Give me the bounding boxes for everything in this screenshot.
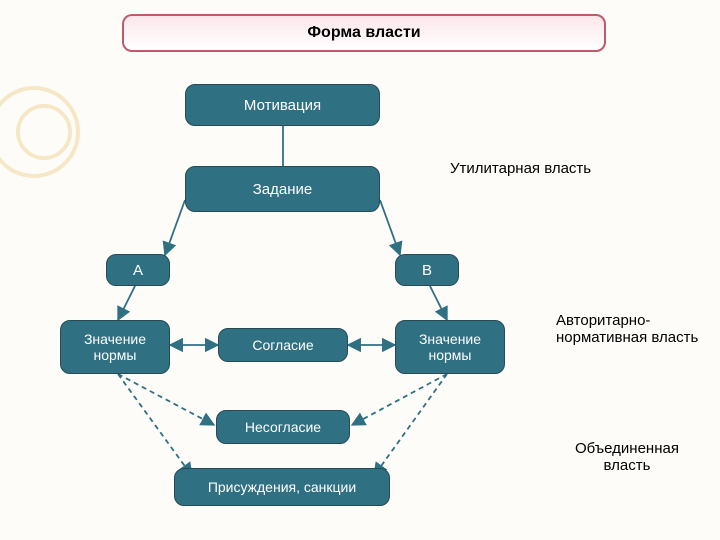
node-task: Задание xyxy=(185,166,380,212)
title-text: Форма власти xyxy=(307,24,420,42)
node-dissent-label: Несогласие xyxy=(245,419,321,435)
node-dissent: Несогласие xyxy=(216,410,350,444)
node-sanctions-label: Присуждения, санкции xyxy=(208,479,356,495)
node-a-label: А xyxy=(133,262,143,279)
diagram-title: Форма власти xyxy=(122,14,606,52)
label-authoritarian: Авторитарно-нормативная власть xyxy=(556,312,706,346)
label-utilitarian: Утилитарная власть xyxy=(450,160,591,177)
node-motivation-label: Мотивация xyxy=(244,97,321,114)
node-sanctions: Присуждения, санкции xyxy=(174,468,390,506)
node-b: В xyxy=(395,254,459,286)
node-norm-b-label: Значение нормы xyxy=(400,331,500,363)
node-b-label: В xyxy=(422,262,432,279)
node-norm-a: Значение нормы xyxy=(60,320,170,374)
label-united: Объединенная власть xyxy=(552,440,702,474)
node-consent: Согласие xyxy=(218,328,348,362)
node-task-label: Задание xyxy=(253,181,313,198)
label-united-text: Объединенная власть xyxy=(575,440,679,474)
label-authoritarian-text: Авторитарно-нормативная власть xyxy=(556,312,698,346)
deco-inner-circle xyxy=(16,104,72,160)
node-a: А xyxy=(106,254,170,286)
label-utilitarian-text: Утилитарная власть xyxy=(450,160,591,177)
node-motivation: Мотивация xyxy=(185,84,380,126)
node-norm-b: Значение нормы xyxy=(395,320,505,374)
node-norm-a-label: Значение нормы xyxy=(65,331,165,363)
node-consent-label: Согласие xyxy=(252,337,313,353)
